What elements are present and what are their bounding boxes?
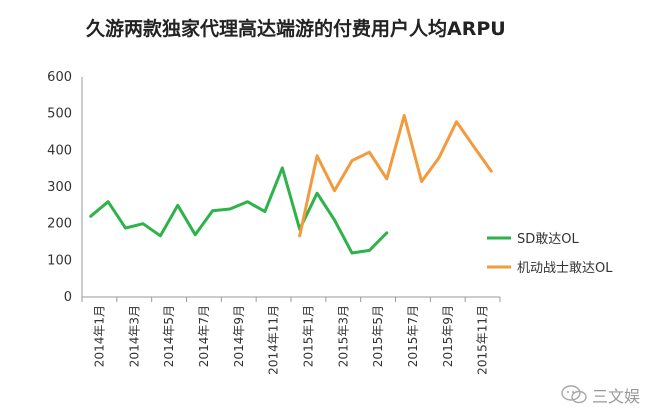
legend-label: SD敢达OL <box>517 232 579 247</box>
x-tick-label: 2015年7月 <box>406 305 420 367</box>
y-tick-label: 500 <box>47 107 72 122</box>
x-axis-ticks: 2014年1月 2014年3月 2014年5月 2014年7月 2014年9月 2014年… <box>92 305 489 375</box>
y-tick-label: 400 <box>47 143 72 158</box>
watermark: 三文娱 <box>560 383 640 407</box>
x-tick-label: 2015年3月 <box>336 305 350 367</box>
x-tick-label: 2014年11月 <box>267 305 281 375</box>
legend: SD敢达OL 机动战士敢达OL <box>487 232 613 276</box>
x-tick-label: 2014年7月 <box>197 305 211 367</box>
series-line-2 <box>298 114 493 238</box>
x-tick-label: 2014年3月 <box>127 305 141 367</box>
series-lines <box>89 114 493 255</box>
axes <box>81 77 501 302</box>
x-tick-label: 2015年5月 <box>371 305 385 367</box>
x-tick-label: 2015年1月 <box>301 305 315 367</box>
x-tick-label: 2014年1月 <box>92 305 106 367</box>
y-tick-label: 0 <box>64 290 72 305</box>
series-line-1 <box>89 166 389 255</box>
chart-title: 久游两款独家代理高达端游的付费用户人均ARPU <box>86 18 506 40</box>
legend-label: 机动战士敢达OL <box>517 261 613 276</box>
x-tick-label: 2014年5月 <box>162 305 176 367</box>
x-tick-label: 2014年9月 <box>232 305 246 367</box>
y-tick-label: 600 <box>47 70 72 85</box>
y-axis-ticks: 0 100 200 300 400 500 600 <box>47 70 72 305</box>
watermark-text: 三文娱 <box>592 387 641 406</box>
y-tick-label: 300 <box>47 180 72 195</box>
wechat-icon <box>561 385 587 404</box>
x-tick-label: 2015年9月 <box>441 305 455 367</box>
y-tick-label: 200 <box>47 217 72 232</box>
y-tick-label: 100 <box>47 253 72 268</box>
x-tick-label: 2015年11月 <box>476 305 490 375</box>
